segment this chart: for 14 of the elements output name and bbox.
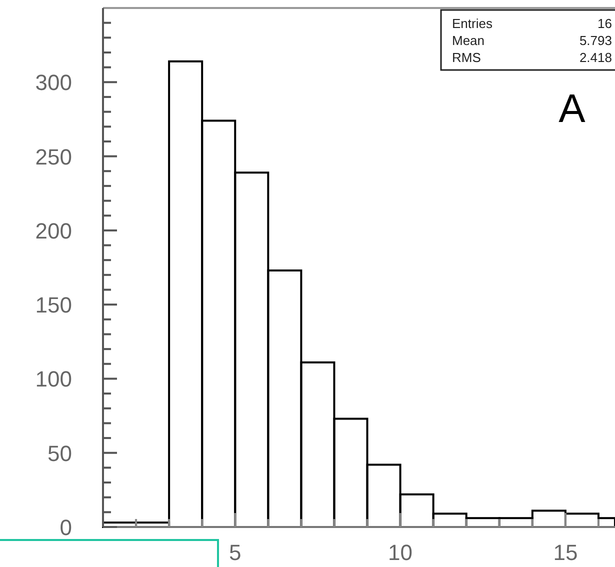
annotation: A xyxy=(558,87,586,131)
y-tick-label: 100 xyxy=(35,366,72,392)
y-tick-label: 50 xyxy=(48,440,72,466)
y-tick-label: 300 xyxy=(35,70,72,96)
text: Entries 16 xyxy=(452,16,612,31)
y-tick-label: 200 xyxy=(35,218,72,244)
text: RMS 2.418 xyxy=(452,50,612,65)
x-tick-label: 15 xyxy=(553,540,578,565)
x-tick-label: 10 xyxy=(388,540,413,565)
y-tick-label: 0 xyxy=(60,515,72,540)
y-tick-label: 150 xyxy=(35,292,72,318)
text: Mean 5.793 xyxy=(452,33,612,48)
y-tick-label: 250 xyxy=(35,144,72,170)
x-tick-label: 5 xyxy=(229,540,242,565)
